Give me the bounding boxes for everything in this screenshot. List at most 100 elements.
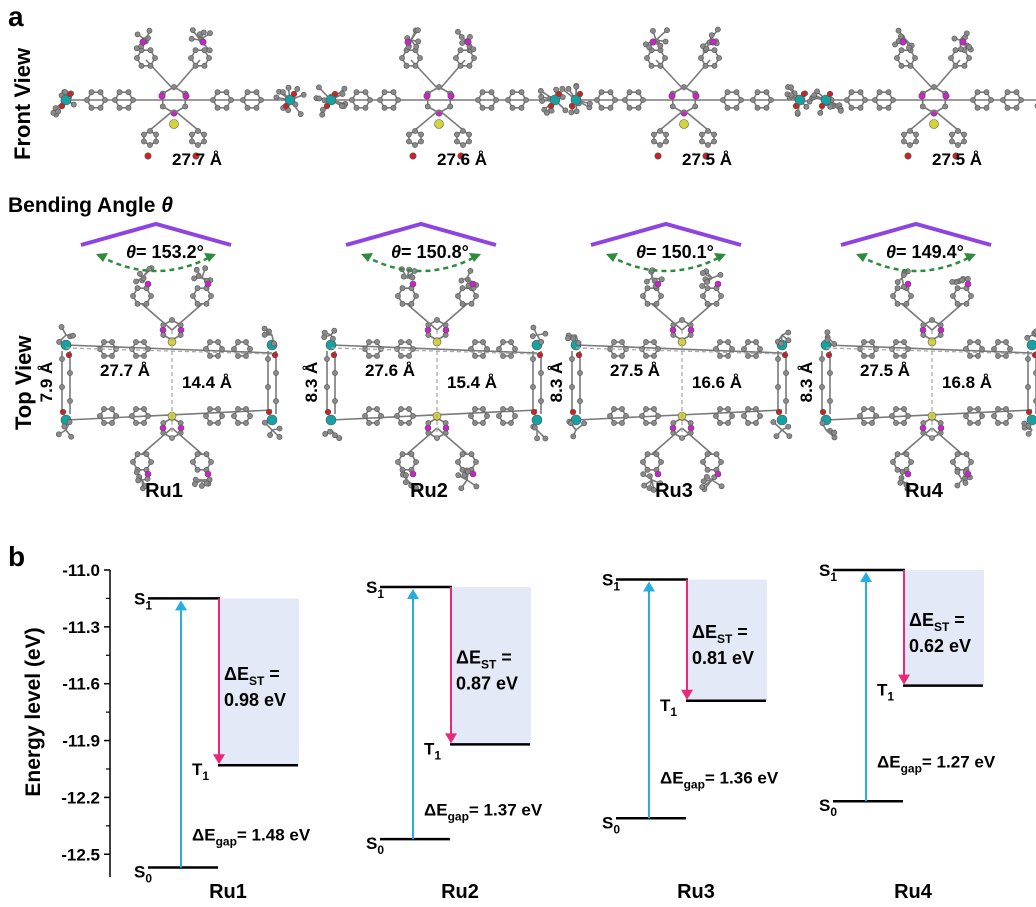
carbon-atom <box>954 468 961 475</box>
carbon-atom <box>598 89 605 96</box>
carbon-atom <box>406 339 412 345</box>
ruthenium-atom <box>794 94 806 106</box>
molecule-name: Ru4 <box>905 480 944 502</box>
front-view-molecule-ru2 <box>313 27 569 160</box>
top-height-label: 8.3 Å <box>302 362 321 403</box>
carbon-atom <box>655 413 661 419</box>
carbon-atom <box>203 346 209 352</box>
ruthenium-atom <box>570 94 582 106</box>
y-axis-ticks: -11.0 -11.3 -11.6 -11.9 -12.2 -12.5 <box>61 561 110 864</box>
carbon-atom <box>223 89 230 96</box>
carbon-atom <box>651 138 657 145</box>
carbon-atom <box>754 104 761 111</box>
carbon-atom <box>903 300 910 307</box>
top-width-label: 16.6 Å <box>692 373 742 392</box>
carbon-atom <box>692 103 699 110</box>
arc-arrowhead-left <box>606 253 618 262</box>
carbon-atom <box>641 482 648 489</box>
carbon-atom <box>214 89 221 96</box>
carbon-atom <box>453 55 459 61</box>
subscript: ST <box>481 658 497 672</box>
carbon-atom <box>705 142 711 148</box>
carbon-atom <box>413 485 420 492</box>
front-length-label: 27.7 Å <box>172 150 222 169</box>
carbon-atom <box>339 91 346 97</box>
arc-arrowhead-right <box>204 253 216 262</box>
text-run: = <box>496 648 512 668</box>
front-length-label: 27.5 Å <box>932 150 982 169</box>
carbon-atom <box>56 339 63 345</box>
carbon-atom <box>729 346 735 352</box>
oxygen-atom <box>575 351 583 359</box>
oxygen-atom <box>775 408 783 416</box>
carbon-atom <box>484 413 490 419</box>
carbon-atom <box>893 420 899 426</box>
boron-nitrogen-atom <box>464 38 472 46</box>
carbon-atom <box>708 32 715 39</box>
carbon-atom <box>873 413 879 419</box>
category-label: Ru2 <box>441 881 479 903</box>
carbon-atom <box>1024 334 1031 341</box>
carbon-atom <box>409 274 416 281</box>
carbon-atom <box>215 353 221 359</box>
carbon-atom <box>472 353 478 359</box>
carbon-atom <box>983 104 990 111</box>
carbon-atom <box>1004 89 1011 96</box>
carbon-atom <box>297 111 304 117</box>
carbon-atom <box>390 89 397 96</box>
carbon-atom <box>529 333 536 340</box>
carbon-atom <box>480 406 486 412</box>
carbon-atom <box>619 339 625 345</box>
boron-nitrogen-atom <box>669 424 677 432</box>
oxygen-atom <box>569 408 577 416</box>
carbon-atom <box>472 420 478 426</box>
carbon-atom <box>201 62 208 69</box>
carbon-atom <box>134 31 141 38</box>
carbon-atom <box>362 413 368 419</box>
carbon-atom <box>611 339 617 345</box>
carbon-atom <box>518 89 525 96</box>
isc-arrowhead <box>898 674 910 685</box>
carbon-atom <box>913 138 919 145</box>
sulfur-atom <box>929 119 939 129</box>
carbon-atom <box>648 62 655 69</box>
carbon-atom <box>715 26 721 33</box>
carbon-atom <box>109 420 115 426</box>
oxygen-atom <box>192 152 200 160</box>
molecule-name: Ru3 <box>655 480 693 502</box>
boron-nitrogen-atom <box>937 424 945 432</box>
carbon-atom <box>1003 353 1009 359</box>
carbon-atom <box>413 293 419 299</box>
carbon-atom <box>406 406 412 412</box>
carbon-atom <box>201 131 207 138</box>
carbon-atom <box>995 339 1001 345</box>
carbon-atom <box>203 413 209 419</box>
carbon-atom <box>500 406 506 412</box>
carbon-atom <box>827 398 833 404</box>
carbon-atom <box>837 107 844 114</box>
carbon-atom <box>244 104 251 111</box>
carbon-atom <box>658 293 664 299</box>
top-width-label: 15.4 Å <box>447 373 497 392</box>
molecule-renderings <box>50 26 1036 493</box>
carbon-atom <box>653 300 660 307</box>
subscript: ST <box>934 620 950 634</box>
carbon-atom <box>963 413 969 419</box>
carbon-atom <box>658 276 665 283</box>
carbon-atom <box>952 62 959 69</box>
carbon-atom <box>116 104 123 111</box>
carbon-atom <box>470 46 477 53</box>
carbon-atom <box>198 483 205 489</box>
carbon-atom <box>203 480 210 487</box>
carbon-atom <box>398 420 404 426</box>
carbon-atom <box>611 420 617 426</box>
carbon-atom <box>235 339 241 345</box>
carbon-atom <box>406 131 412 138</box>
carbon-atom <box>785 423 792 430</box>
carbon-atom <box>963 346 969 352</box>
carbon-atom <box>412 128 418 134</box>
oxygen-atom <box>1025 408 1033 416</box>
carbon-atom <box>207 406 213 412</box>
carbon-atom <box>890 97 896 103</box>
carbon-atom <box>523 97 529 103</box>
